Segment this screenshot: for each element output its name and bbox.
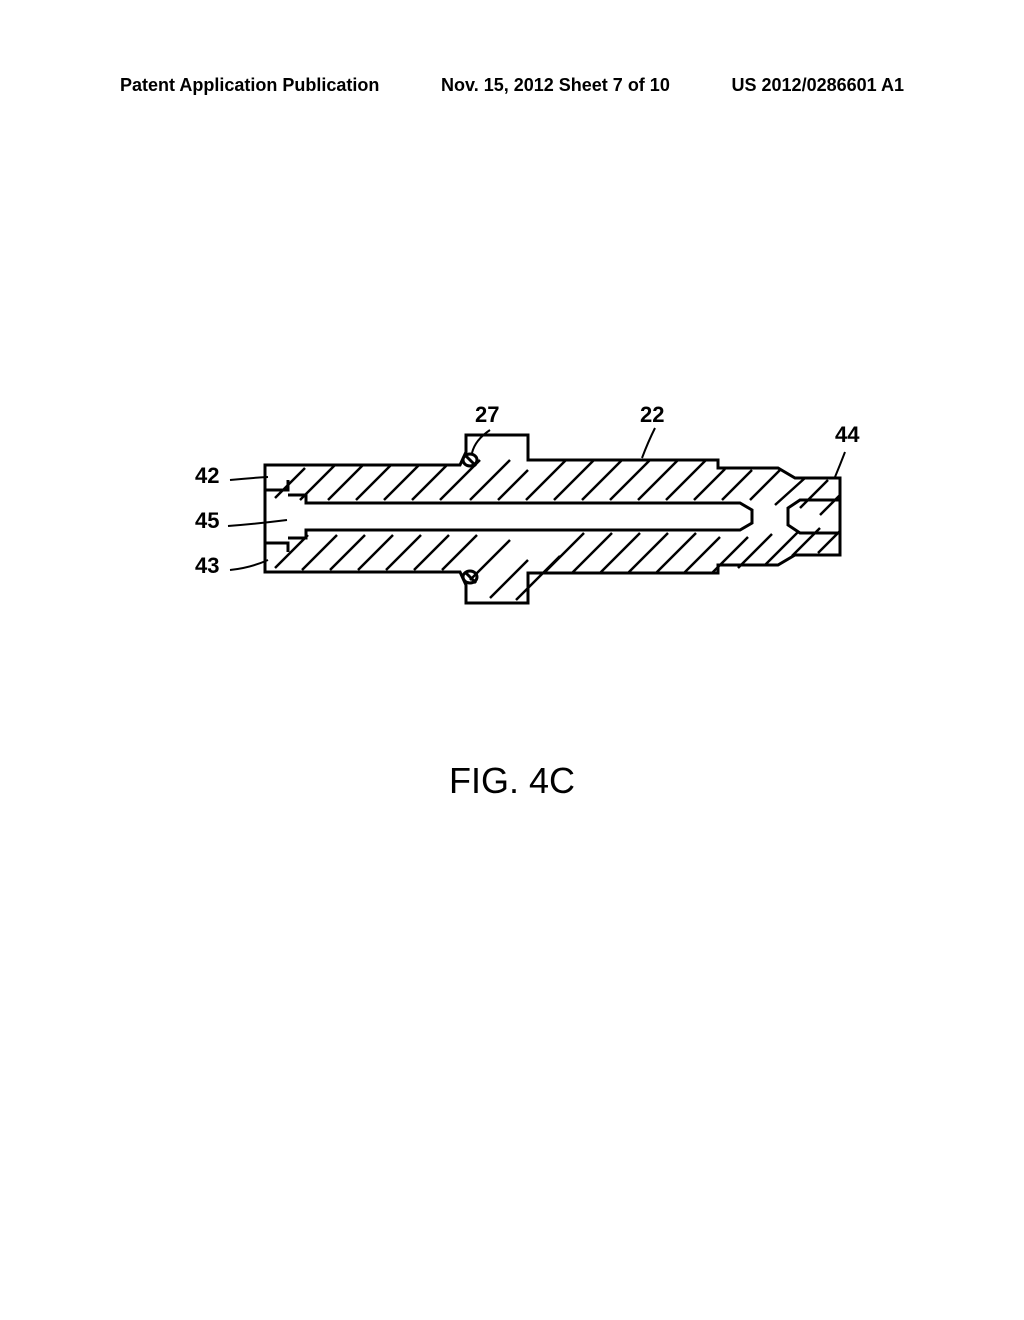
header-center: Nov. 15, 2012 Sheet 7 of 10 xyxy=(441,75,670,96)
figure-caption: FIG. 4C xyxy=(0,760,1024,802)
header-left: Patent Application Publication xyxy=(120,75,379,96)
ref-45: 45 xyxy=(195,508,219,534)
page-header: Patent Application Publication Nov. 15, … xyxy=(0,75,1024,96)
ref-27: 27 xyxy=(475,402,499,428)
figure-4c-container: 27 22 44 42 45 43 xyxy=(180,380,860,660)
ref-43: 43 xyxy=(195,553,219,579)
figure-4c-drawing xyxy=(180,380,860,660)
ref-22: 22 xyxy=(640,402,664,428)
ref-42: 42 xyxy=(195,463,219,489)
header-right: US 2012/0286601 A1 xyxy=(732,75,904,96)
ref-44: 44 xyxy=(835,422,859,448)
